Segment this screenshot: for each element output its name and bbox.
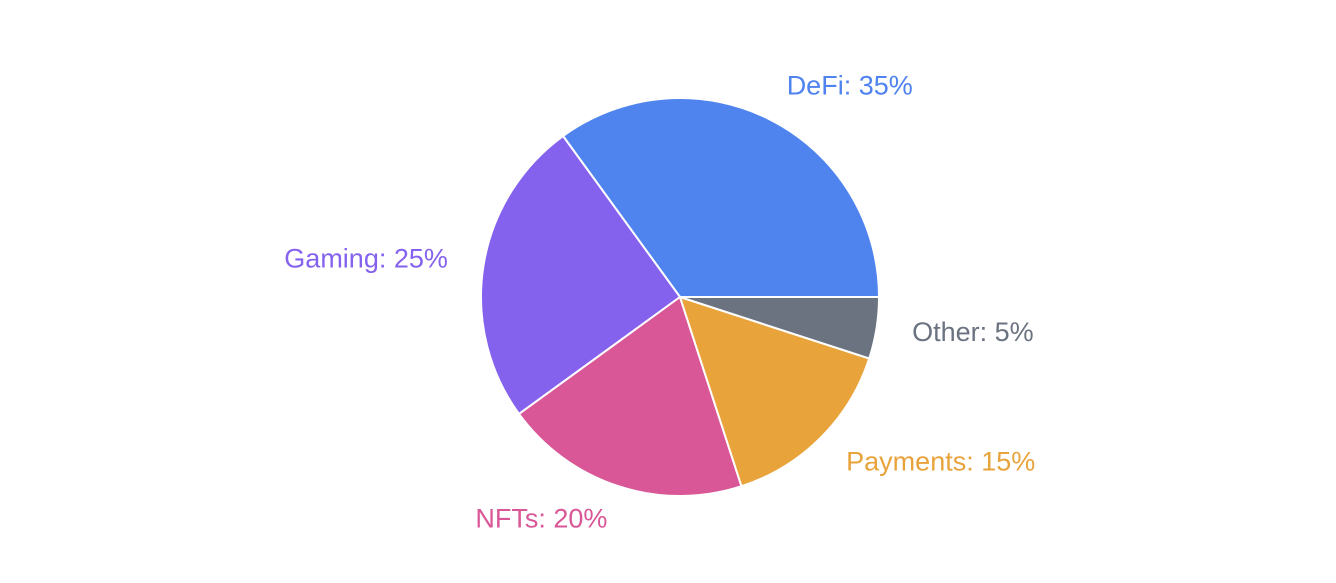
pie-slice	[517, 295, 743, 497]
slice-label: DeFi: 35%	[787, 71, 913, 101]
pie-slice	[480, 134, 682, 416]
slice-label: Gaming: 25%	[284, 243, 448, 273]
pie-slice	[678, 295, 871, 488]
slice-label: NFTs: 20%	[475, 504, 607, 534]
pie-slice	[679, 296, 881, 360]
pie-slice	[561, 97, 881, 298]
slice-label: Payments: 15%	[846, 446, 1035, 476]
slice-label: Other: 5%	[912, 317, 1034, 347]
